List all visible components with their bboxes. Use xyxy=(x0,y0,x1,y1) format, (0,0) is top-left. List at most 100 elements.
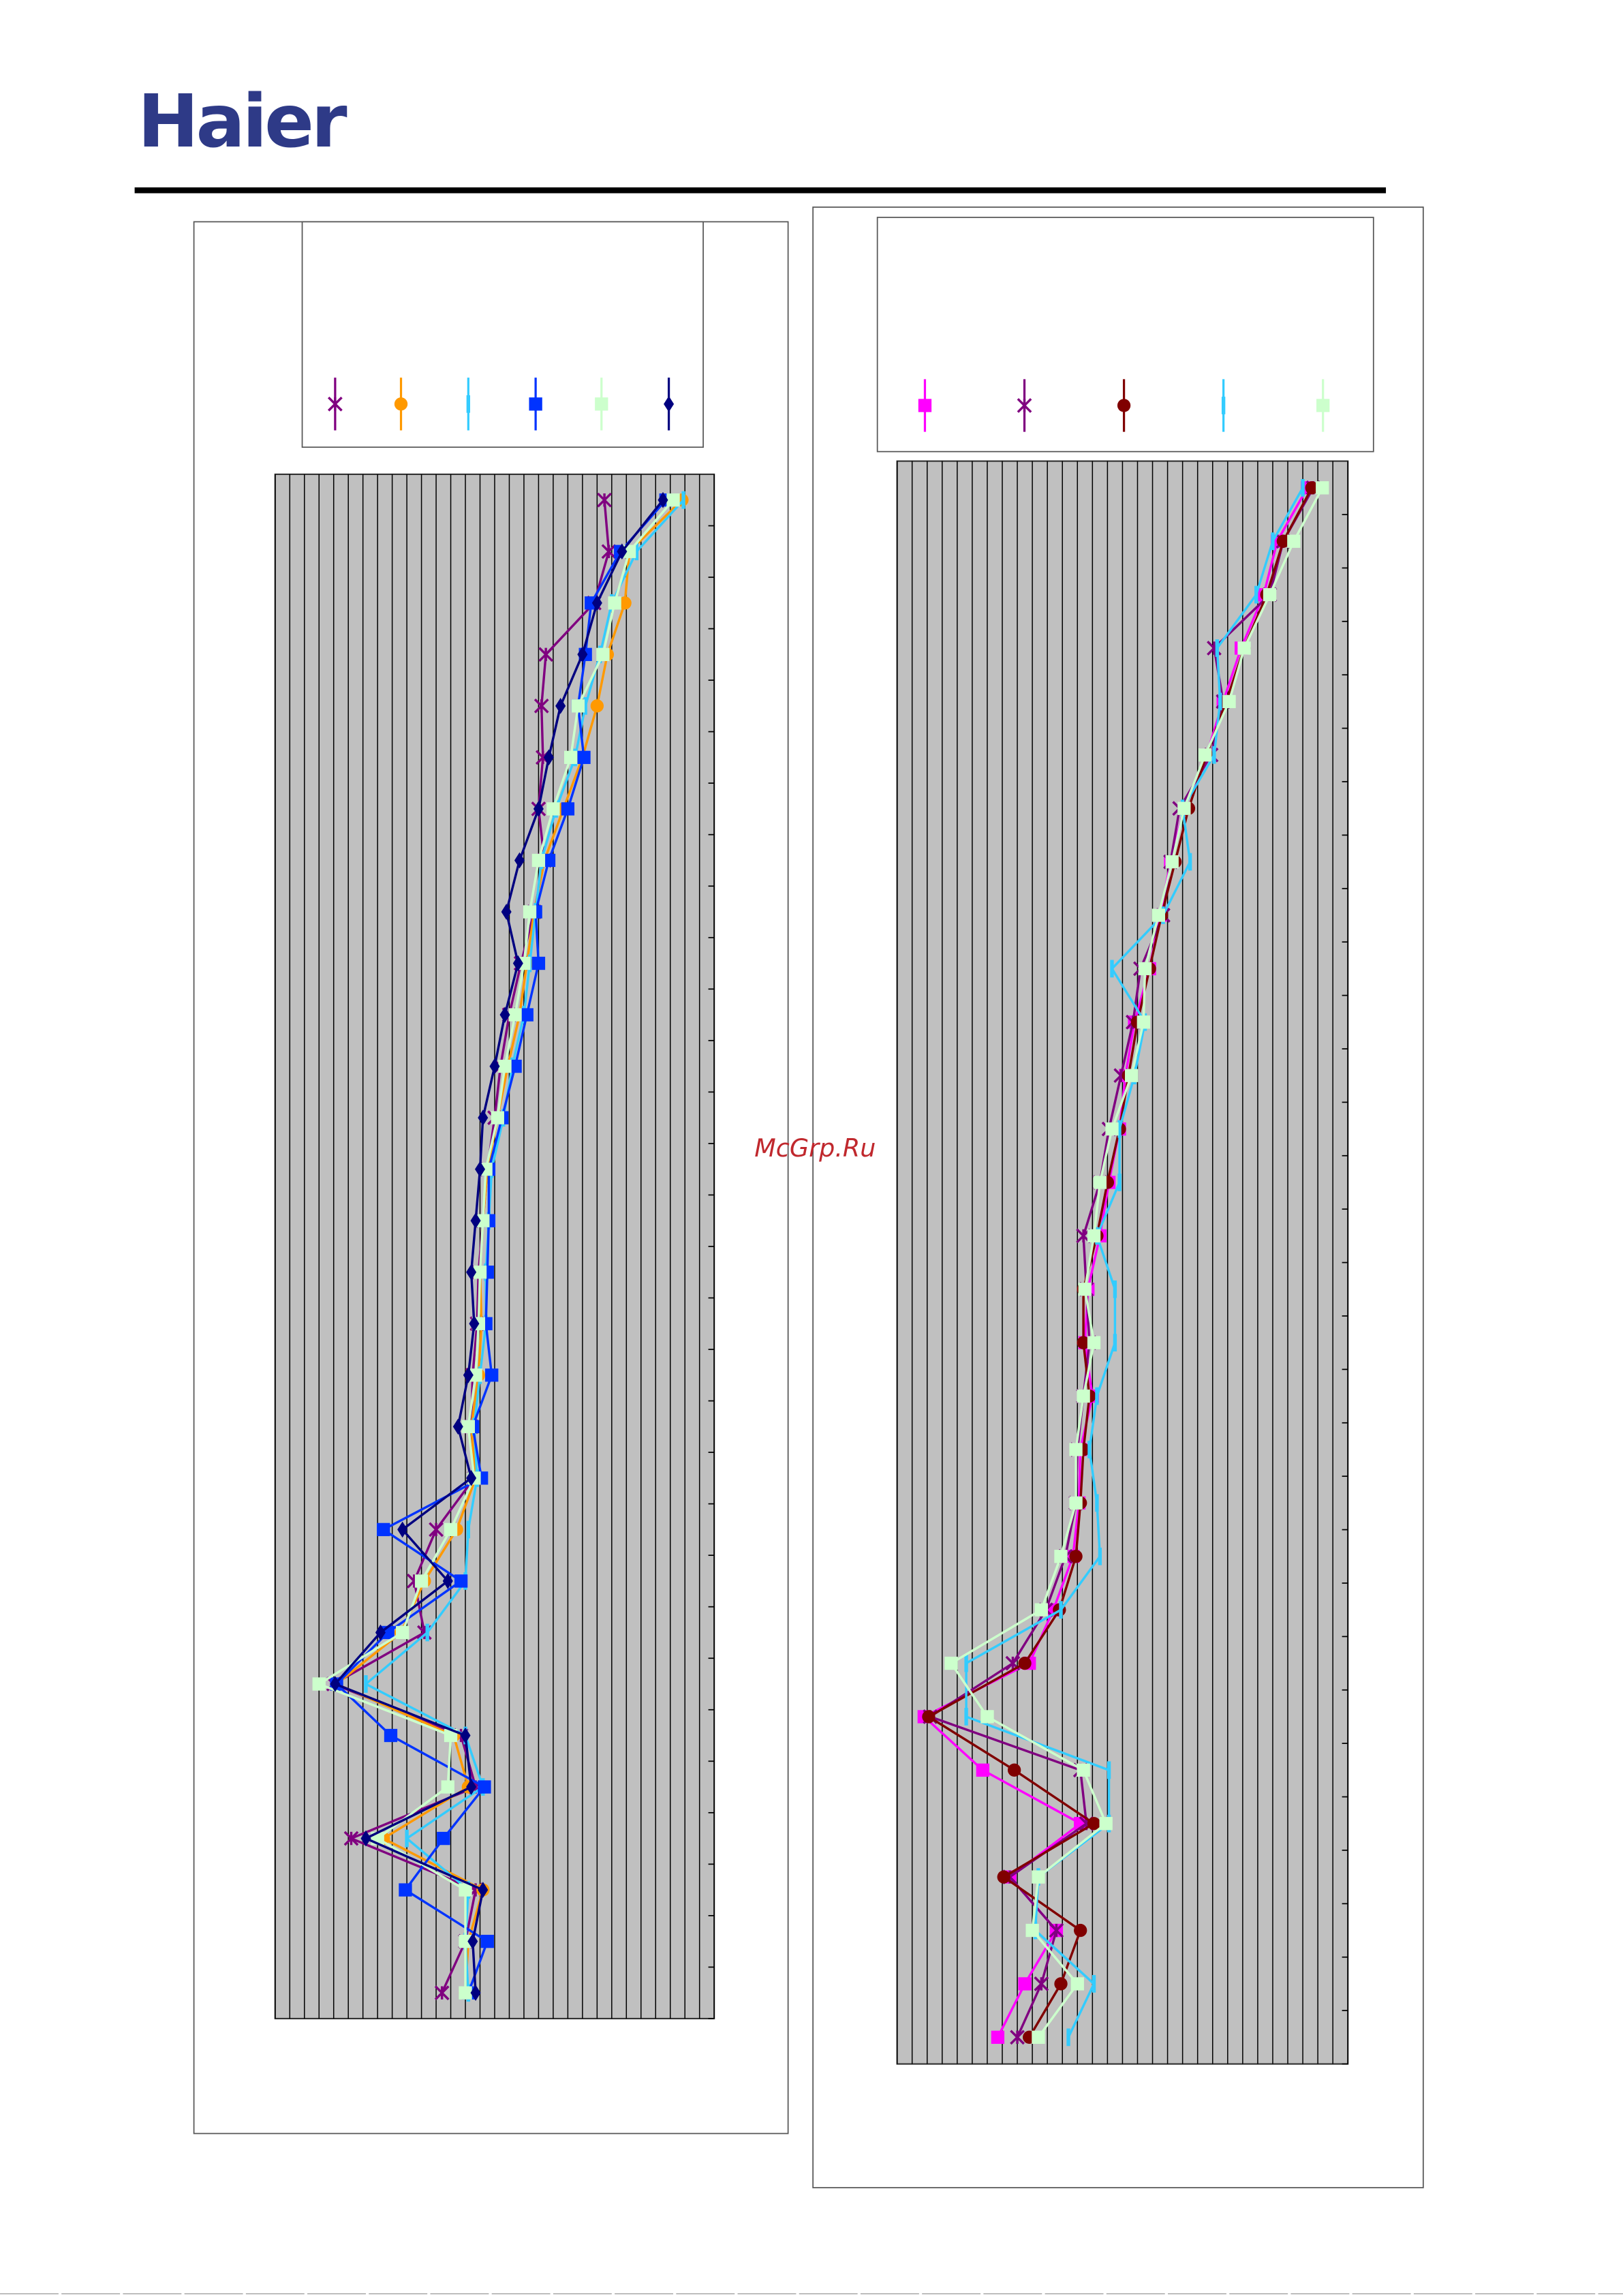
marker-shape xyxy=(944,1656,958,1670)
marker-shape xyxy=(473,1266,487,1279)
marker xyxy=(608,596,621,610)
series-line xyxy=(316,499,675,1993)
marker-shape xyxy=(399,1883,412,1897)
marker-shape xyxy=(343,1831,359,1846)
marker-shape xyxy=(591,594,602,611)
marker-shape xyxy=(512,955,523,972)
marker xyxy=(1138,962,1152,976)
marker xyxy=(658,491,668,508)
marker xyxy=(1087,1229,1101,1243)
marker-shape xyxy=(1087,1229,1101,1243)
marker-shape xyxy=(571,699,585,713)
marker xyxy=(1316,481,1329,495)
marker-shape xyxy=(460,1727,471,1744)
marker xyxy=(327,396,343,412)
marker-shape xyxy=(397,1521,408,1538)
marker-shape xyxy=(976,1763,990,1777)
marker-shape xyxy=(597,492,612,508)
marker xyxy=(312,1677,326,1691)
marker-shape xyxy=(330,1676,341,1692)
marker-shape xyxy=(1087,1817,1101,1831)
marker xyxy=(533,801,544,817)
marker xyxy=(531,956,546,970)
marker xyxy=(666,493,680,507)
legend-entry xyxy=(529,378,542,431)
marker-shape xyxy=(480,1934,494,1948)
marker-shape xyxy=(394,397,408,411)
marker-shape xyxy=(1105,1122,1119,1136)
series-line xyxy=(927,487,1314,2038)
marker xyxy=(617,543,628,560)
marker xyxy=(1237,641,1251,655)
marker-shape xyxy=(384,1728,398,1743)
marker xyxy=(1077,1763,1090,1777)
marker xyxy=(1034,1603,1049,1617)
marker-shape xyxy=(922,1710,936,1724)
marker-shape xyxy=(476,1214,490,1227)
marker-shape xyxy=(1054,1550,1068,1563)
chart-frame xyxy=(812,206,1424,2188)
marker xyxy=(590,699,604,713)
marker-shape xyxy=(1010,2030,1025,2045)
marker xyxy=(466,1779,477,1795)
marker-shape xyxy=(1078,1283,1092,1296)
marker xyxy=(1117,399,1131,412)
legend-entry xyxy=(1017,379,1032,432)
marker xyxy=(377,1522,390,1537)
marker xyxy=(1165,855,1179,869)
series-line xyxy=(335,499,667,1993)
marker xyxy=(469,1315,480,1332)
marker xyxy=(444,1522,458,1537)
marker-shape xyxy=(429,1522,444,1537)
marker-shape xyxy=(590,699,604,713)
marker xyxy=(1099,1817,1113,1831)
marker xyxy=(601,544,617,560)
marker-shape xyxy=(577,750,591,765)
marker-shape xyxy=(491,1111,504,1124)
marker xyxy=(991,2030,1005,2045)
series-line xyxy=(949,487,1324,2038)
marker-shape xyxy=(1099,1817,1113,1831)
marker xyxy=(1007,1763,1021,1777)
series-line xyxy=(333,499,664,1993)
marker xyxy=(1032,1870,1045,1884)
marker xyxy=(512,955,523,972)
marker xyxy=(1276,534,1290,548)
marker xyxy=(459,1986,472,2000)
series-line xyxy=(965,487,1304,2038)
marker-shape xyxy=(466,1264,477,1281)
marker xyxy=(918,399,932,412)
marker xyxy=(478,1109,489,1126)
marker xyxy=(467,1933,478,1950)
marker-shape xyxy=(542,853,556,868)
marker xyxy=(976,1763,990,1777)
marker xyxy=(596,647,610,661)
marker-shape xyxy=(596,647,610,661)
marker xyxy=(542,853,556,868)
marker xyxy=(414,1574,429,1588)
marker xyxy=(1093,1176,1107,1189)
marker-shape xyxy=(1018,1977,1032,1991)
marker xyxy=(564,750,578,765)
marker-shape xyxy=(498,1059,512,1073)
marker-shape xyxy=(520,1008,534,1022)
marker xyxy=(538,647,554,662)
legend-entry xyxy=(918,379,932,432)
marker-shape xyxy=(1222,694,1236,709)
logo: Haier xyxy=(138,79,347,164)
marker xyxy=(459,1883,472,1897)
marker-shape xyxy=(452,1418,463,1435)
marker xyxy=(437,1831,450,1846)
marker xyxy=(399,1883,412,1897)
marker xyxy=(1032,2030,1045,2045)
marker xyxy=(1018,1977,1032,1991)
marker xyxy=(375,1624,386,1641)
marker xyxy=(499,1007,510,1023)
marker-shape xyxy=(1237,641,1251,655)
marker xyxy=(546,802,560,816)
legend-entry xyxy=(1316,379,1330,432)
marker-shape xyxy=(564,750,578,765)
marker xyxy=(922,1710,936,1724)
marker-shape xyxy=(664,396,675,412)
marker-shape xyxy=(538,647,554,662)
